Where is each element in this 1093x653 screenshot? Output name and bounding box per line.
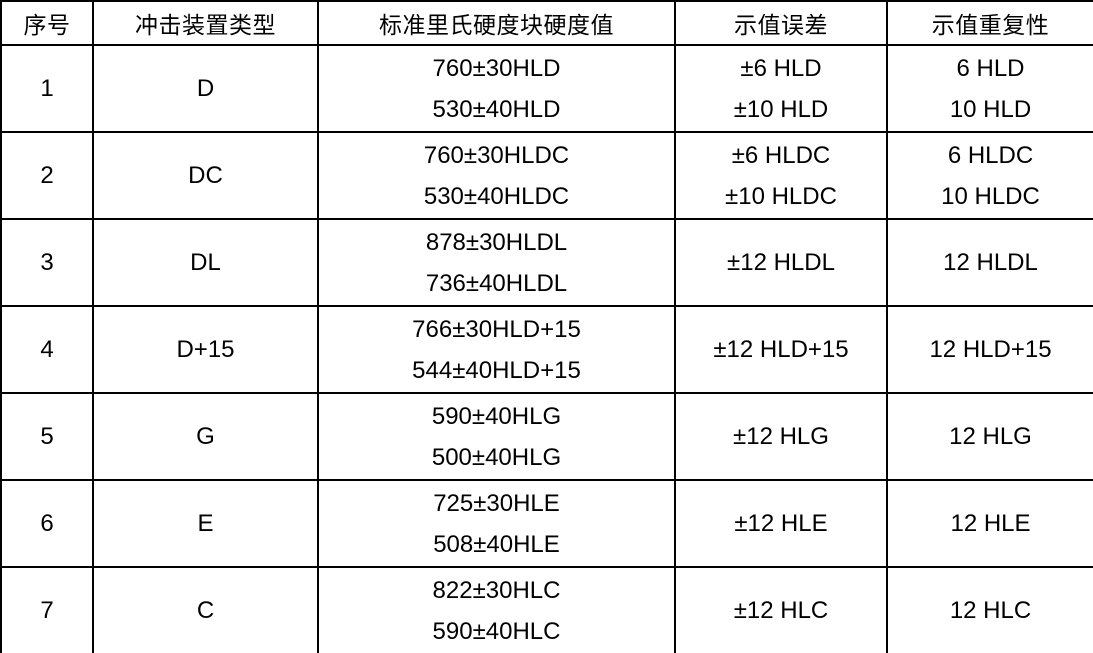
- error-value-line: ±12 HLC: [733, 597, 829, 624]
- cell-repeatability: 12 HLE: [886, 479, 1093, 568]
- cell-repeatability: 12 HLC: [886, 566, 1093, 653]
- error-value-line: ±12 HLE: [734, 510, 828, 537]
- cell-seq: 3: [0, 218, 94, 307]
- cell-repeatability: 6 HLDC 10 HLDC: [886, 131, 1093, 220]
- cell-seq: 6: [0, 479, 94, 568]
- table-row: 4 D+15 766±30HLD+15 544±40HLD+15 ±12 HLD…: [0, 305, 1093, 394]
- error-value-line: ±12 HLG: [733, 423, 829, 450]
- repeatability-value-line: 10 HLDC: [941, 182, 1040, 210]
- error-value-line: ±12 HLDL: [727, 249, 835, 276]
- header-cell-seq: 序号: [0, 0, 94, 46]
- cell-seq: 2: [0, 131, 94, 220]
- header-row: 序号 冲击装置类型 标准里氏硬度块硬度值 示值误差 示值重复性: [0, 0, 1093, 46]
- cell-device-type: D+15: [92, 305, 319, 394]
- cell-hardness: 590±40HLG 500±40HLG: [317, 392, 676, 481]
- repeatability-value-line: 12 HLE: [950, 510, 1031, 537]
- table-row: 1 D 760±30HLD 530±40HLD ±6 HLD ±10 HLD 6…: [0, 44, 1093, 133]
- cell-device-type: E: [92, 479, 319, 568]
- cell-hardness: 725±30HLE 508±40HLE: [317, 479, 676, 568]
- cell-hardness: 766±30HLD+15 544±40HLD+15: [317, 305, 676, 394]
- table-row: 2 DC 760±30HLDC 530±40HLDC ±6 HLDC ±10 H…: [0, 131, 1093, 220]
- cell-seq: 4: [0, 305, 94, 394]
- cell-hardness: 760±30HLDC 530±40HLDC: [317, 131, 676, 220]
- cell-indication-error: ±6 HLD ±10 HLD: [674, 44, 888, 133]
- hardness-value-line: 725±30HLE: [433, 489, 560, 517]
- header-cell-indication-error: 示值误差: [674, 0, 888, 46]
- cell-hardness: 822±30HLC 590±40HLC: [317, 566, 676, 653]
- repeatability-value-line: 12 HLDL: [943, 249, 1038, 276]
- hardness-value-line: 736±40HLDL: [425, 269, 568, 297]
- hardness-value-line: 760±30HLD: [432, 54, 561, 82]
- cell-seq: 5: [0, 392, 94, 481]
- table-row: 6 E 725±30HLE 508±40HLE ±12 HLE 12 HLE: [0, 479, 1093, 568]
- hardness-value-line: 590±40HLC: [432, 617, 561, 645]
- error-value-line: ±10 HLD: [733, 95, 829, 123]
- cell-repeatability: 12 HLD+15: [886, 305, 1093, 394]
- cell-device-type: C: [92, 566, 319, 653]
- cell-device-type: G: [92, 392, 319, 481]
- header-cell-device-type: 冲击装置类型: [92, 0, 319, 46]
- cell-indication-error: ±12 HLG: [674, 392, 888, 481]
- repeatability-value-line: 12 HLD+15: [929, 336, 1052, 363]
- hardness-value-line: 760±30HLDC: [423, 141, 570, 169]
- hardness-value-line: 878±30HLDL: [425, 228, 568, 256]
- cell-device-type: DL: [92, 218, 319, 307]
- table-row: 7 C 822±30HLC 590±40HLC ±12 HLC 12 HLC: [0, 566, 1093, 653]
- error-value-line: ±12 HLD+15: [713, 336, 849, 363]
- hardness-value-line: 500±40HLG: [431, 443, 562, 471]
- table-row: 5 G 590±40HLG 500±40HLG ±12 HLG 12 HLG: [0, 392, 1093, 481]
- cell-seq: 7: [0, 566, 94, 653]
- error-value-line: ±6 HLD: [740, 54, 822, 82]
- header-cell-hardness-value: 标准里氏硬度块硬度值: [317, 0, 676, 46]
- hardness-value-line: 530±40HLD: [432, 95, 561, 123]
- error-value-line: ±6 HLDC: [731, 141, 831, 169]
- cell-repeatability: 12 HLDL: [886, 218, 1093, 307]
- cell-device-type: DC: [92, 131, 319, 220]
- repeatability-value-line: 12 HLG: [949, 423, 1032, 450]
- cell-repeatability: 6 HLD 10 HLD: [886, 44, 1093, 133]
- hardness-value-line: 590±40HLG: [431, 402, 562, 430]
- cell-indication-error: ±12 HLDL: [674, 218, 888, 307]
- cell-seq: 1: [0, 44, 94, 133]
- cell-device-type: D: [92, 44, 319, 133]
- repeatability-value-line: 10 HLD: [949, 95, 1032, 123]
- hardness-value-line: 530±40HLDC: [423, 182, 570, 210]
- cell-indication-error: ±6 HLDC ±10 HLDC: [674, 131, 888, 220]
- cell-indication-error: ±12 HLC: [674, 566, 888, 653]
- hardness-value-line: 508±40HLE: [433, 530, 560, 558]
- table-row: 3 DL 878±30HLDL 736±40HLDL ±12 HLDL 12 H…: [0, 218, 1093, 307]
- hardness-value-line: 822±30HLC: [432, 576, 561, 604]
- cell-hardness: 760±30HLD 530±40HLD: [317, 44, 676, 133]
- hardness-value-line: 544±40HLD+15: [412, 356, 581, 384]
- cell-indication-error: ±12 HLD+15: [674, 305, 888, 394]
- cell-repeatability: 12 HLG: [886, 392, 1093, 481]
- error-value-line: ±10 HLDC: [725, 182, 837, 210]
- header-cell-repeatability: 示值重复性: [886, 0, 1093, 46]
- repeatability-value-line: 12 HLC: [949, 597, 1032, 624]
- repeatability-value-line: 6 HLDC: [947, 141, 1034, 169]
- cell-indication-error: ±12 HLE: [674, 479, 888, 568]
- cell-hardness: 878±30HLDL 736±40HLDL: [317, 218, 676, 307]
- hardness-value-line: 766±30HLD+15: [412, 315, 581, 343]
- repeatability-value-line: 6 HLD: [956, 54, 1025, 82]
